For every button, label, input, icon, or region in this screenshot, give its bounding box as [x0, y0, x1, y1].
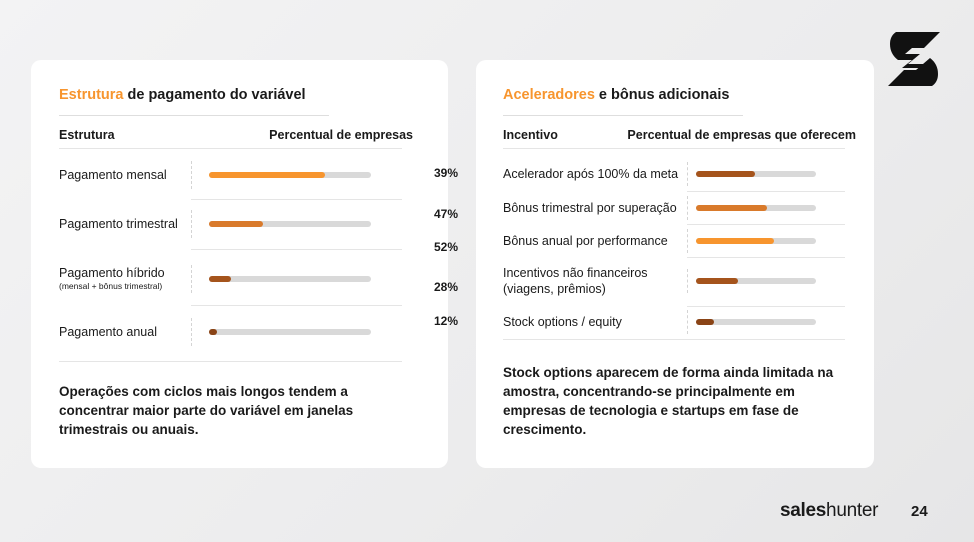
bar-label-text: Pagamento mensal	[59, 168, 167, 182]
dashed-divider	[191, 265, 192, 293]
bar-value: 28%	[433, 280, 458, 294]
page-number: 24	[911, 503, 928, 520]
bar-value: 52%	[433, 240, 458, 254]
bar-fill	[696, 171, 755, 177]
column-header-value: Percentual de empresas que oferecem	[627, 128, 856, 142]
bar-sublabel: (mensal + bônus trimestral)	[59, 281, 163, 291]
bar-label: Pagamento anual	[59, 324, 157, 340]
dashed-divider	[687, 229, 688, 253]
bar-track	[696, 238, 816, 244]
card-title: Aceleradores e bônus adicionais	[503, 87, 730, 103]
dashed-divider	[191, 318, 192, 346]
bar-fill	[696, 205, 767, 211]
row-divider-line	[59, 361, 402, 362]
bar-track	[209, 276, 371, 282]
bar-label: Pagamento mensal	[59, 167, 167, 183]
right-note: Stock options aparecem de forma ainda li…	[503, 365, 834, 437]
column-header-label: Incentivo	[503, 128, 558, 142]
bar-label-text: Pagamento trimestral	[59, 217, 178, 231]
column-header-label: Estrutura	[59, 128, 115, 142]
bar-label: Acelerador após 100% da meta	[503, 167, 679, 181]
bar-track	[696, 278, 816, 284]
row-divider-line	[191, 305, 402, 306]
bar-fill	[209, 172, 325, 178]
title-underline	[59, 115, 329, 116]
row-divider-line	[687, 306, 845, 307]
dashed-divider	[687, 310, 688, 334]
bar-label: Stock options / equity	[503, 315, 622, 329]
bar-fill	[696, 319, 714, 325]
bar-label-text: Pagamento anual	[59, 325, 157, 339]
bar-track	[209, 329, 371, 335]
dashed-divider	[687, 196, 688, 220]
bar-fill	[209, 276, 231, 282]
bar-fill	[209, 221, 263, 227]
payment-structure-card: Estrutura de pagamento do variável Estru…	[31, 60, 448, 468]
bar-fill	[209, 329, 217, 335]
row-divider-line	[503, 148, 845, 149]
bar-label: Bônus trimestral por superação	[503, 201, 677, 215]
dashed-divider	[687, 269, 688, 293]
dashed-divider	[687, 162, 688, 186]
row-divider-line	[191, 199, 402, 200]
row-divider-line	[687, 224, 845, 225]
row-divider-line	[687, 257, 845, 258]
left-note: Operações com ciclos mais longos tendem …	[59, 384, 354, 437]
brand-wordmark: saleshunter	[780, 500, 879, 521]
bar-label: Incentivos não financeiros (viagens, prê…	[503, 266, 648, 296]
bar-fill	[696, 278, 738, 284]
row-divider-line	[503, 339, 845, 340]
saleshunter-logo-icon	[888, 32, 940, 86]
row-divider-line	[191, 249, 402, 250]
bar-track	[696, 319, 816, 325]
column-header-value: Percentual de empresas	[269, 128, 413, 142]
bar-label: Pagamento híbrido (mensal + bônus trimest…	[59, 265, 165, 292]
accelerators-card: Aceleradores e bônus adicionais Incentiv…	[434, 60, 874, 468]
row-divider-line	[59, 148, 402, 149]
bar-track	[696, 205, 816, 211]
bar-value: 12%	[433, 314, 458, 328]
bar-value: 47%	[433, 207, 458, 221]
bar-fill	[696, 238, 774, 244]
dashed-divider	[191, 161, 192, 189]
bar-track	[209, 172, 371, 178]
bar-label: Pagamento trimestral	[59, 216, 178, 232]
dashed-divider	[191, 210, 192, 238]
bar-label-text: Pagamento híbrido	[59, 266, 165, 280]
title-underline	[503, 115, 743, 116]
bar-label: Bônus anual por performance	[503, 234, 668, 248]
bar-track	[696, 171, 816, 177]
bar-value: 39%	[433, 166, 458, 180]
row-divider-line	[687, 191, 845, 192]
bar-track	[209, 221, 371, 227]
card-title: Estrutura de pagamento do variável	[59, 87, 306, 103]
